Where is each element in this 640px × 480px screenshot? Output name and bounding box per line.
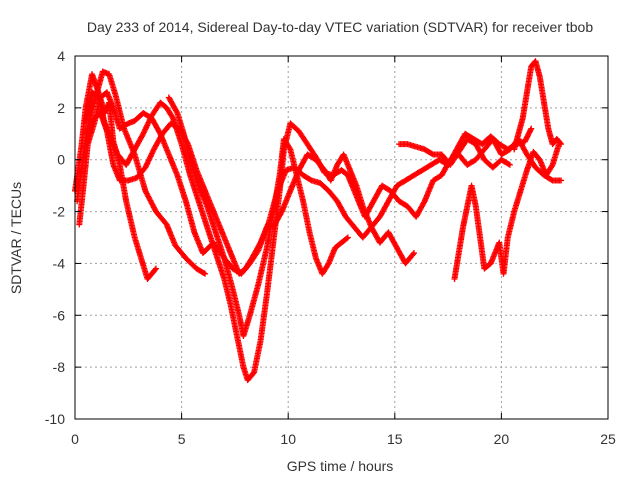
y-tick-label: 0 (57, 152, 65, 168)
x-tick-labels: 0 5 10 15 20 25 (71, 431, 616, 447)
series-arc-5 (84, 110, 535, 277)
x-tick-label: 10 (280, 431, 296, 447)
data-point (558, 141, 565, 148)
data-point (202, 270, 209, 277)
data-point (420, 199, 427, 206)
x-tick-label: 5 (178, 431, 186, 447)
series-arc-4 (82, 89, 565, 384)
data-point (152, 266, 159, 273)
data-point (506, 161, 513, 168)
data-point (169, 113, 176, 120)
data-point (344, 234, 351, 241)
data-point (256, 240, 263, 247)
y-tick-label: -4 (53, 255, 66, 271)
y-tick-label: 4 (57, 48, 65, 64)
series-arc-7 (270, 151, 417, 267)
x-tick-label: 25 (600, 431, 616, 447)
y-tick-label: -2 (53, 204, 66, 220)
x-tick-label: 0 (71, 431, 79, 447)
data-point (528, 125, 535, 132)
y-tick-label: -10 (45, 411, 65, 427)
y-tick-labels: 4 2 0 -2 -4 -6 -8 -10 (45, 48, 65, 427)
x-tick-label: 20 (494, 431, 510, 447)
chart-title: Day 233 of 2014, Sidereal Day-to-day VTE… (87, 19, 594, 35)
data-point (250, 370, 257, 377)
data-point (505, 161, 512, 168)
y-tick-label: -6 (53, 307, 66, 323)
data-point (278, 209, 285, 216)
axis-ticks (74, 55, 609, 420)
x-tick-label: 15 (387, 431, 403, 447)
data-point (410, 251, 417, 258)
series-arc-6 (165, 94, 351, 340)
plot-frame (74, 55, 609, 420)
data-point (153, 265, 160, 272)
data-point (343, 235, 350, 242)
data-point (200, 270, 207, 277)
series-arc-9 (451, 141, 562, 282)
data-points (72, 58, 565, 384)
y-tick-label: 2 (57, 100, 65, 116)
y-tick-label: -8 (53, 359, 66, 375)
data-point (548, 163, 555, 170)
data-point (173, 108, 180, 115)
data-point (557, 140, 564, 147)
x-axis-label: GPS time / hours (287, 458, 394, 474)
series-arc-10 (511, 58, 565, 153)
series-arc-8 (396, 135, 513, 171)
y-axis-label: SDTVAR / TECUs (8, 182, 24, 294)
data-point (558, 177, 565, 184)
data-point (286, 145, 293, 152)
data-point (410, 250, 417, 257)
